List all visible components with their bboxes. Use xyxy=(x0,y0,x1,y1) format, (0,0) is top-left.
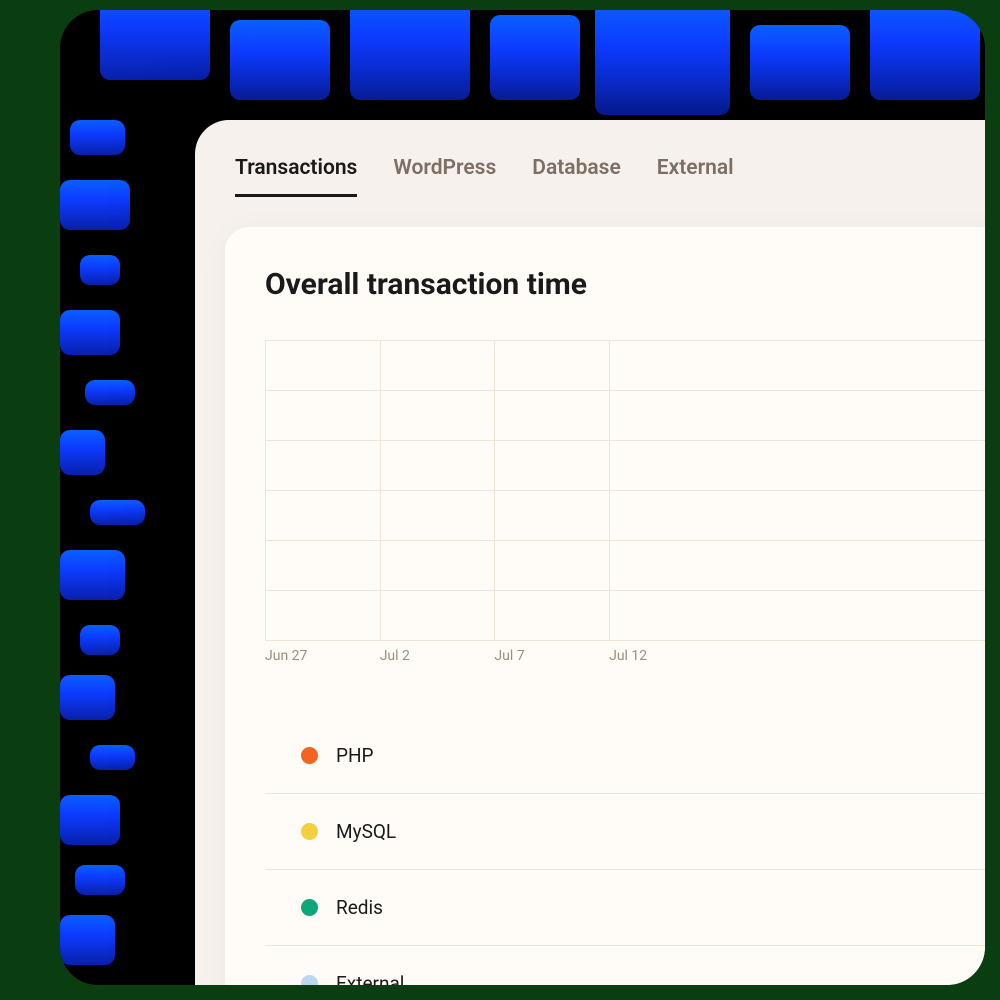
chart-panel: Overall transaction time Jun 27 Jul 2 Jul … xyxy=(225,227,985,985)
xaxis-label: Jun 27 xyxy=(265,648,307,664)
tab-wordpress[interactable]: WordPress xyxy=(393,156,496,197)
pattern-square xyxy=(870,10,980,100)
gridline-h xyxy=(265,640,985,641)
chart-bars xyxy=(265,340,985,640)
legend-item-external[interactable]: External xyxy=(265,946,985,985)
pattern-square xyxy=(90,745,135,770)
chart-legend: PHP MySQL Redis External xyxy=(265,718,985,985)
pattern-square xyxy=(60,430,105,475)
xaxis-label: Jul 12 xyxy=(609,648,647,664)
app-panel: Transactions WordPress Database External Ov… xyxy=(195,120,985,985)
pattern-square xyxy=(60,795,120,845)
tab-bar: Transactions WordPress Database External xyxy=(195,120,985,197)
xaxis-label: Jul 2 xyxy=(380,648,410,664)
legend-label: PHP xyxy=(336,744,374,767)
legend-dot xyxy=(301,899,318,916)
legend-label: External xyxy=(336,972,404,985)
pattern-square xyxy=(90,500,145,525)
tab-transactions[interactable]: Transactions xyxy=(235,156,357,197)
pattern-square xyxy=(85,380,135,405)
pattern-square xyxy=(350,10,470,100)
pattern-square xyxy=(80,625,120,655)
legend-label: MySQL xyxy=(336,820,396,843)
pattern-square xyxy=(70,120,125,155)
pattern-square xyxy=(80,255,120,285)
legend-item-redis[interactable]: Redis xyxy=(265,870,985,946)
pattern-square xyxy=(60,915,115,965)
pattern-square xyxy=(595,10,730,115)
legend-dot xyxy=(301,747,318,764)
pattern-square xyxy=(60,675,115,720)
legend-dot xyxy=(301,823,318,840)
pattern-square xyxy=(230,20,330,100)
pattern-square xyxy=(75,865,125,895)
legend-label: Redis xyxy=(336,896,383,919)
tab-database[interactable]: Database xyxy=(532,156,620,197)
pattern-square xyxy=(60,310,120,355)
transaction-chart: Jun 27Jul 2Jul 7Jul 12 xyxy=(265,340,985,640)
pattern-square xyxy=(490,15,580,100)
legend-item-mysql[interactable]: MySQL xyxy=(265,794,985,870)
decorative-background-card: Transactions WordPress Database External Ov… xyxy=(60,10,985,985)
chart-xaxis: Jun 27 Jul 2 Jul 7 Jul 12 xyxy=(265,648,985,668)
legend-item-php[interactable]: PHP xyxy=(265,718,985,794)
panel-title: Overall transaction time xyxy=(265,267,985,302)
tab-external[interactable]: External xyxy=(657,156,734,197)
pattern-square xyxy=(100,10,210,80)
xaxis-label: Jul 7 xyxy=(494,648,524,664)
pattern-square xyxy=(60,550,125,600)
legend-dot xyxy=(301,975,318,985)
pattern-square xyxy=(750,25,850,100)
pattern-square xyxy=(60,180,130,230)
